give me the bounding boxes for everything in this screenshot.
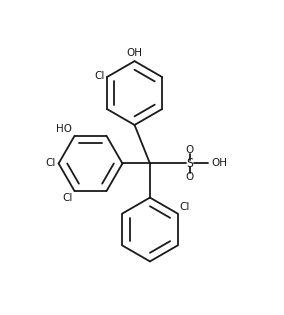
- Text: S: S: [186, 157, 193, 170]
- Text: O: O: [185, 172, 194, 182]
- Text: OH: OH: [212, 158, 227, 169]
- Text: Cl: Cl: [45, 158, 55, 169]
- Text: Cl: Cl: [62, 193, 72, 203]
- Text: Cl: Cl: [94, 71, 105, 81]
- Text: Cl: Cl: [180, 203, 190, 212]
- Text: O: O: [185, 145, 194, 155]
- Text: HO: HO: [56, 123, 72, 134]
- Text: OH: OH: [127, 48, 143, 58]
